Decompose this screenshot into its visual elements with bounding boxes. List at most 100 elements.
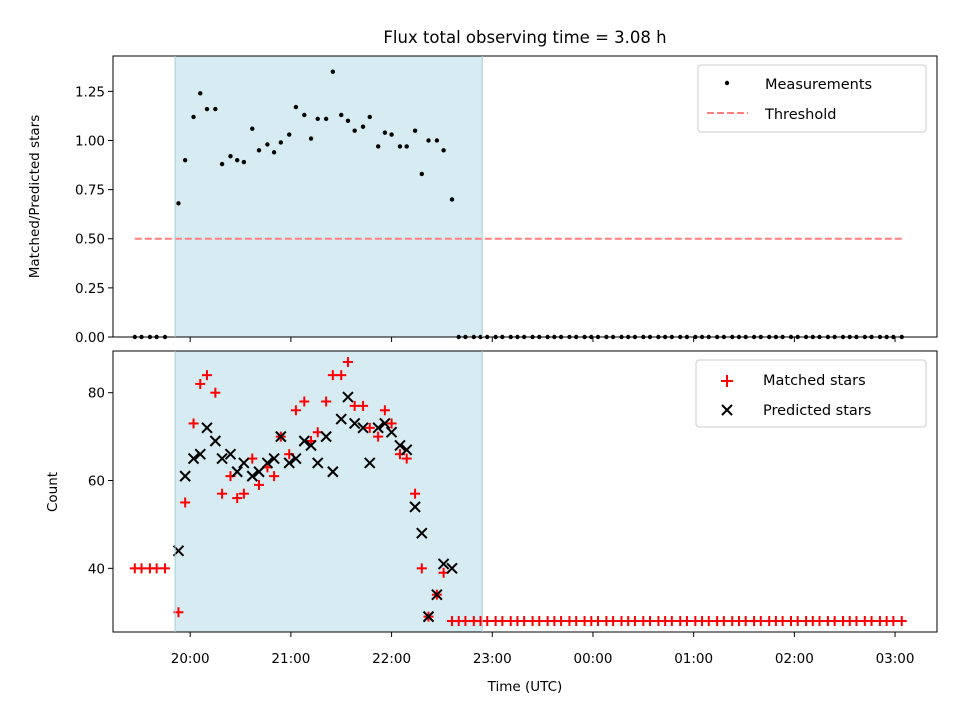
- data-point: [312, 457, 324, 469]
- data-point: [441, 148, 446, 153]
- data-point: [187, 452, 200, 465]
- data-point: [666, 616, 677, 627]
- data-point: [194, 448, 206, 460]
- data-point: [449, 197, 455, 202]
- data-point: [234, 157, 240, 163]
- data-point: [416, 527, 428, 539]
- data-point: [740, 616, 751, 627]
- data-point: [426, 138, 431, 143]
- data-point: [283, 457, 295, 469]
- legend-threshold-label: Threshold: [764, 107, 836, 123]
- data-point: [357, 422, 369, 434]
- bottom-y-axis-label: Count: [45, 472, 61, 512]
- data-point: [209, 435, 222, 447]
- data-point: [204, 106, 210, 112]
- x-tick-label: 01:00: [674, 651, 713, 667]
- data-point: [360, 124, 366, 129]
- data-point: [298, 435, 311, 447]
- data-point: [416, 563, 427, 574]
- data-point: [385, 426, 398, 438]
- data-point: [198, 91, 203, 96]
- y-tick-label: 0.50: [75, 232, 105, 248]
- bottom-x-ticks: 20:00 21:00 22:00 23:00 00:00 01:00 02:00 03:00: [171, 632, 914, 667]
- data-point: [330, 69, 336, 74]
- data-point: [176, 201, 181, 206]
- top-legend-box: [697, 64, 927, 133]
- y-tick-label: 0.00: [75, 330, 105, 346]
- x-tick-label: 21:00: [271, 651, 310, 667]
- data-point: [593, 616, 604, 627]
- data-point: [372, 422, 384, 434]
- data-point: [188, 418, 199, 429]
- data-point: [253, 466, 265, 478]
- data-point: [422, 610, 435, 623]
- data-point: [293, 104, 299, 110]
- data-point: [179, 470, 191, 482]
- legend-matched-label: Matched stars: [763, 373, 866, 389]
- data-point: [339, 112, 344, 118]
- data-point: [410, 488, 421, 499]
- data-point: [305, 439, 317, 452]
- data-point: [228, 154, 233, 159]
- data-point: [323, 116, 329, 122]
- legend-predicted-label: Predicted stars: [763, 403, 871, 419]
- data-point: [182, 157, 188, 163]
- data-point: [321, 396, 332, 407]
- y-tick-label: 60: [88, 474, 105, 490]
- data-point: [888, 616, 899, 627]
- data-point: [217, 488, 228, 499]
- data-point: [829, 616, 840, 627]
- data-point: [446, 562, 458, 575]
- data-point: [250, 126, 255, 131]
- data-point: [151, 563, 162, 574]
- data-point: [136, 563, 147, 574]
- data-point: [345, 118, 351, 124]
- data-point: [431, 588, 443, 601]
- data-point: [419, 171, 424, 177]
- data-point: [269, 471, 280, 482]
- top-shaded-span: [175, 56, 483, 337]
- data-point: [290, 452, 302, 465]
- y-tick-label: 0.75: [75, 183, 105, 199]
- data-point: [373, 431, 384, 442]
- data-point: [866, 616, 877, 627]
- data-point: [534, 616, 545, 627]
- data-point: [216, 452, 228, 465]
- data-point: [434, 138, 440, 143]
- data-point: [290, 405, 301, 416]
- top-panel: 0.00 0.25 0.50 0.75 1.00 1.25 Flux total obse…: [27, 28, 938, 346]
- series-predicted-stars: [172, 391, 458, 623]
- data-point: [382, 130, 388, 135]
- data-point: [195, 378, 206, 389]
- y-tick-label: 80: [88, 386, 105, 402]
- data-point: [389, 132, 394, 137]
- data-point: [246, 470, 258, 482]
- data-point: [375, 144, 381, 149]
- data-point: [219, 161, 225, 167]
- data-point: [571, 616, 582, 627]
- bottom-axes-frame: [112, 350, 938, 633]
- data-point: [379, 405, 390, 416]
- data-point: [379, 417, 391, 430]
- data-point: [460, 616, 471, 627]
- data-point: [327, 466, 339, 478]
- data-point: [213, 106, 218, 112]
- data-point: [231, 466, 243, 478]
- data-point: [241, 159, 247, 165]
- data-point: [271, 150, 277, 155]
- x-axis-label: Time (UTC): [487, 679, 563, 695]
- data-point: [896, 616, 907, 627]
- data-point: [364, 457, 376, 469]
- data-point: [265, 142, 270, 147]
- data-point: [327, 370, 338, 381]
- data-point: [349, 400, 360, 411]
- bottom-legend-box: [695, 359, 927, 428]
- data-point: [792, 616, 803, 627]
- data-point: [400, 444, 413, 456]
- data-point: [238, 488, 249, 499]
- data-point: [401, 453, 412, 464]
- x-tick-label: 22:00: [372, 651, 411, 667]
- top-y-axis-label: Matched/Predicted stars: [27, 115, 43, 278]
- data-point: [191, 114, 196, 120]
- data-point: [201, 422, 213, 434]
